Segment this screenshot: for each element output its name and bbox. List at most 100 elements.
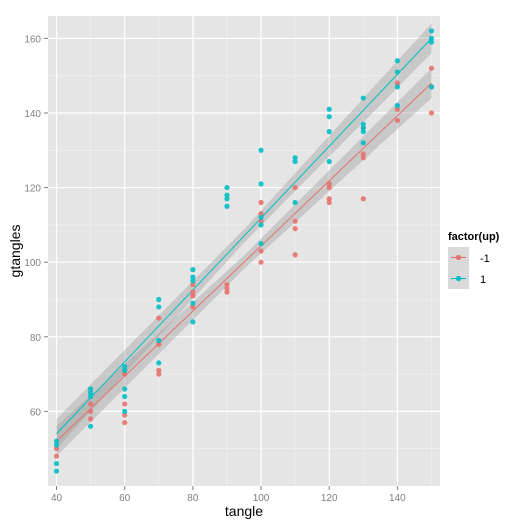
data-point-series-1	[326, 158, 332, 165]
data-point-series-1	[88, 386, 94, 392]
data-point-series-0	[258, 259, 264, 265]
data-point-series-1	[224, 184, 230, 191]
data-point-series-0	[326, 184, 332, 191]
data-point-series-1	[224, 196, 230, 202]
data-point-series-1	[258, 214, 264, 221]
data-point-series-1	[326, 106, 332, 112]
data-points	[53, 28, 435, 474]
data-point-series-1	[53, 461, 60, 467]
y-tick-label: 160	[24, 34, 41, 45]
legend-title: factor(up)	[448, 231, 500, 243]
data-point-series-0	[394, 80, 400, 86]
y-tick-label: 80	[30, 333, 42, 344]
data-point-series-1	[190, 267, 196, 273]
data-point-series-0	[292, 218, 298, 224]
y-tick-label: 60	[30, 407, 42, 418]
data-point-series-0	[292, 184, 298, 191]
data-point-series-1	[292, 199, 298, 206]
data-point-series-0	[258, 199, 264, 206]
data-point-series-1	[53, 442, 60, 448]
data-point-series-1	[394, 69, 400, 75]
data-point-series-1	[156, 337, 162, 344]
data-point-series-0	[258, 211, 264, 217]
data-point-series-0	[258, 218, 264, 224]
data-point-series-1	[122, 386, 128, 392]
data-point-series-1	[190, 274, 196, 280]
data-point-series-1	[258, 147, 264, 153]
data-point-series-1	[428, 28, 435, 34]
data-point-series-1	[360, 95, 366, 101]
x-axis-label: tangle	[225, 503, 263, 519]
data-point-series-0	[326, 196, 332, 202]
data-point-series-1	[53, 438, 60, 444]
data-point-series-0	[88, 401, 94, 407]
data-point-series-1	[88, 390, 94, 396]
x-tick-label: 100	[253, 493, 270, 504]
data-point-series-0	[292, 252, 298, 258]
data-point-series-0	[190, 281, 196, 288]
data-point-series-0	[122, 419, 128, 426]
data-point-series-1	[53, 468, 60, 474]
data-point-series-1	[258, 240, 264, 247]
data-point-series-1	[292, 158, 298, 165]
data-point-series-1	[258, 222, 264, 228]
data-point-series-1	[292, 155, 298, 161]
data-point-series-0	[258, 248, 264, 254]
data-point-series-1	[428, 39, 435, 45]
data-point-series-0	[326, 181, 332, 187]
x-tick-label: 80	[187, 493, 199, 504]
data-point-series-1	[190, 278, 196, 284]
data-point-series-1	[190, 319, 196, 325]
data-point-series-1	[360, 121, 366, 127]
grid-layer	[48, 16, 440, 486]
data-point-series-0	[88, 416, 94, 422]
data-point-series-0	[190, 289, 196, 295]
y-tick-label: 120	[24, 184, 41, 195]
data-point-series-0	[156, 371, 162, 377]
y-axis-label: gtangles	[7, 225, 23, 278]
data-point-series-0	[53, 453, 60, 459]
data-point-series-0	[190, 304, 196, 310]
data-point-series-1	[224, 203, 230, 209]
data-point-series-1	[122, 367, 128, 373]
data-point-series-1	[156, 296, 162, 303]
data-point-series-1	[326, 114, 332, 120]
data-point-series-1	[122, 364, 128, 370]
axis-ticks: 40 60 80 100 120 140 60 80 100 120 140 160	[24, 34, 406, 504]
data-point-series-0	[224, 289, 230, 295]
data-point-series-0	[428, 110, 435, 116]
data-point-series-0	[190, 293, 196, 299]
legend: factor(up) -1 1	[448, 231, 500, 289]
data-point-series-0	[292, 226, 298, 232]
data-point-series-0	[122, 412, 128, 418]
data-point-series-1	[156, 304, 162, 310]
x-tick-label: 120	[321, 493, 338, 504]
y-tick-label: 140	[24, 109, 41, 120]
data-point-series-1	[428, 35, 435, 41]
data-point-series-1	[224, 192, 230, 198]
data-point-series-1	[258, 181, 264, 187]
data-point-series-0	[394, 117, 400, 124]
data-point-series-0	[122, 401, 128, 407]
data-point-series-1	[88, 423, 94, 429]
data-point-series-1	[156, 360, 162, 366]
data-point-series-1	[360, 129, 366, 135]
fit-line-series-1	[56, 38, 432, 435]
data-point-series-1	[360, 125, 366, 131]
data-point-series-0	[360, 196, 366, 202]
data-point-series-1	[360, 140, 366, 146]
data-point-series-1	[394, 102, 400, 109]
data-point-series-0	[428, 65, 435, 71]
fit-line-series-0	[56, 82, 432, 442]
data-point-series-0	[224, 285, 230, 291]
plot-panel	[48, 16, 440, 486]
data-point-series-1	[122, 408, 128, 414]
y-tick-label: 100	[24, 258, 41, 269]
data-point-series-0	[394, 106, 400, 112]
x-tick-label: 140	[389, 493, 406, 504]
data-point-series-0	[53, 446, 60, 452]
legend-label-negative: -1	[480, 253, 490, 265]
x-tick-label: 40	[51, 493, 63, 504]
data-point-series-1	[88, 393, 94, 400]
